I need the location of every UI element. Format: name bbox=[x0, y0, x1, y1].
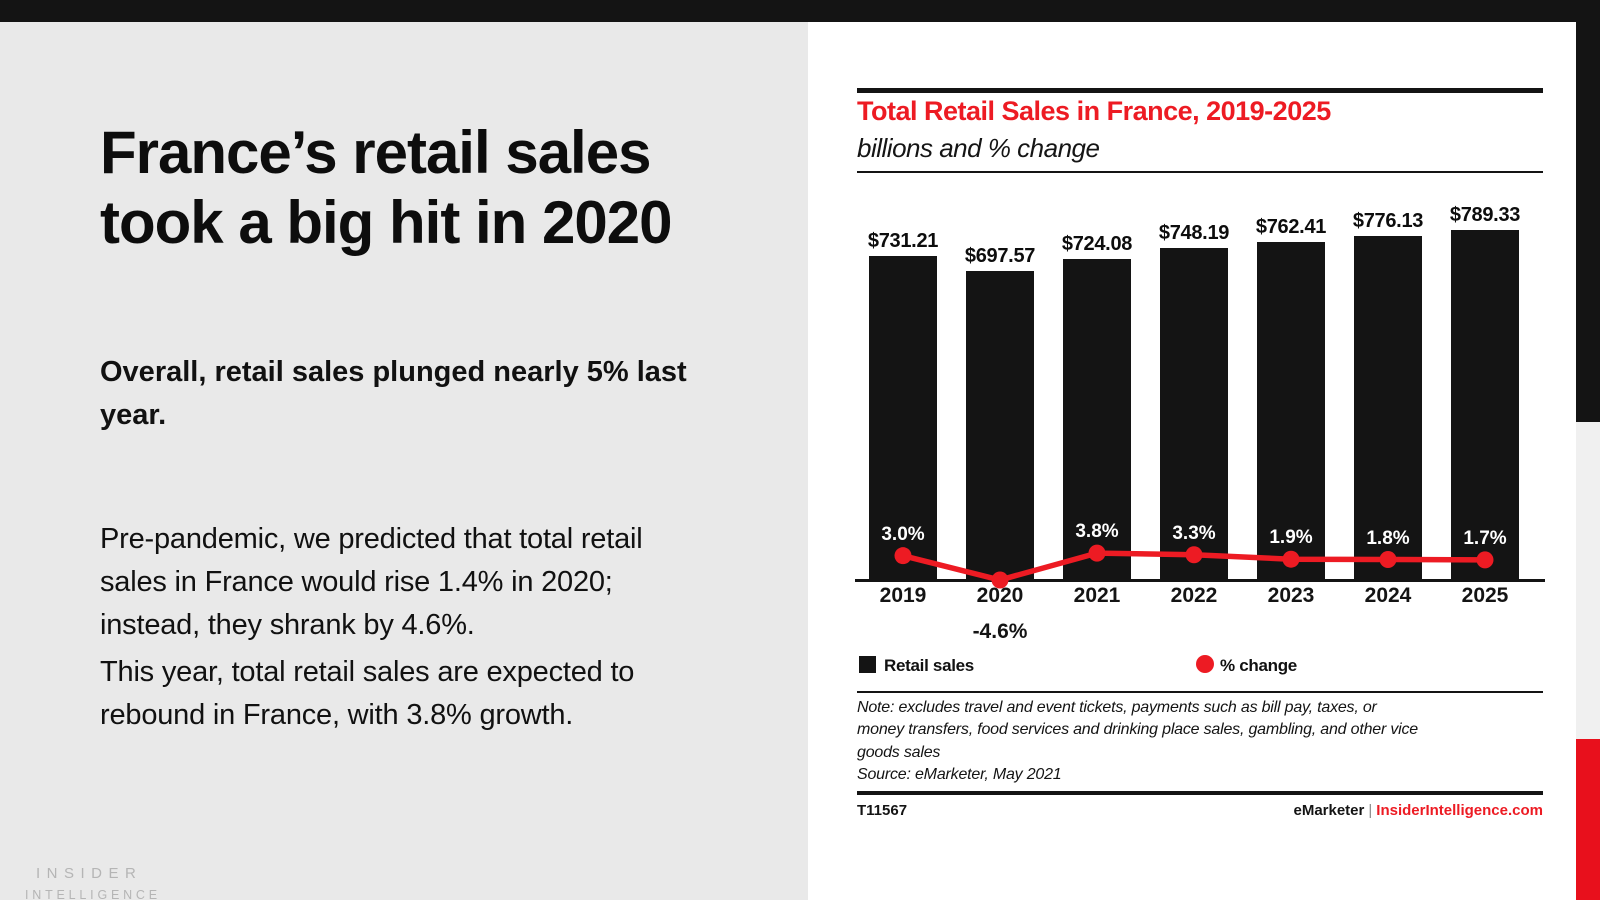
bar-2021 bbox=[1063, 259, 1131, 580]
year-label: 2021 bbox=[1073, 584, 1121, 607]
lead-paragraph: Overall, retail sales plunged nearly 5% … bbox=[100, 356, 687, 431]
chart-title: Total Retail Sales in France, 2019-2025 bbox=[857, 96, 1331, 126]
chart-header-rule bbox=[857, 171, 1543, 173]
chart-panel: Total Retail Sales in France, 2019-2025 … bbox=[808, 22, 1576, 900]
year-label: 2025 bbox=[1461, 584, 1509, 607]
note-rule bbox=[857, 691, 1543, 693]
left-pane: France’s retail sales took a big hit in … bbox=[0, 22, 808, 900]
year-label: 2024 bbox=[1364, 584, 1412, 607]
pct-label: 3.3% bbox=[1172, 522, 1216, 544]
pct-label: 1.7% bbox=[1463, 527, 1507, 549]
chart-bottom-rule bbox=[857, 791, 1543, 795]
year-label: 2022 bbox=[1170, 584, 1218, 607]
legend-retail-swatch bbox=[859, 656, 876, 673]
legend-change-dot bbox=[1196, 655, 1214, 673]
footer-site: InsiderIntelligence.com bbox=[1376, 802, 1543, 819]
year-label: 2023 bbox=[1267, 584, 1315, 607]
bar-value-label: $697.57 bbox=[964, 244, 1036, 267]
footer-credit: eMarketer | InsiderIntelligence.com bbox=[1293, 802, 1543, 819]
logo-line-1: INSIDER bbox=[36, 865, 143, 882]
bar-value-label: $762.41 bbox=[1255, 216, 1327, 239]
bar-2020 bbox=[966, 270, 1034, 580]
pct-label: 1.9% bbox=[1269, 527, 1313, 549]
bar-value-label: $731.21 bbox=[867, 229, 939, 252]
body-paragraph-2: This year, total retail sales are expect… bbox=[100, 656, 635, 731]
bar-2024 bbox=[1354, 236, 1422, 580]
chart-note: Note: excludes travel and event tickets,… bbox=[857, 699, 1418, 783]
chart-subtitle: billions and % change bbox=[857, 133, 1100, 163]
page-title: France’s retail sales took a big hit in … bbox=[100, 119, 672, 256]
bar-2022 bbox=[1160, 248, 1228, 580]
year-label: 2020 bbox=[976, 584, 1024, 607]
pct-label: 3.8% bbox=[1075, 521, 1119, 543]
bar-value-label: $776.13 bbox=[1352, 210, 1424, 233]
chart-id: T11567 bbox=[857, 802, 908, 819]
right-strip-black bbox=[1576, 0, 1600, 422]
bar-value-label: $724.08 bbox=[1061, 233, 1133, 256]
right-strip-red bbox=[1576, 739, 1600, 900]
bar-value-label: $748.19 bbox=[1158, 222, 1230, 245]
chart-top-rule bbox=[857, 88, 1543, 93]
plot-area: $731.21 2019 3.0% $697.57 2020 -4.6% $724.08 20… bbox=[808, 22, 1576, 900]
logo-line-2: INTELLIGENCE bbox=[25, 888, 161, 900]
year-label: 2019 bbox=[879, 584, 927, 607]
footer-divider: | bbox=[1368, 802, 1373, 819]
bar-value-label: $789.33 bbox=[1449, 204, 1521, 227]
bar-2019 bbox=[869, 255, 937, 580]
bar-2025 bbox=[1451, 230, 1519, 580]
body-paragraph-1: Pre-pandemic, we predicted that total re… bbox=[100, 523, 643, 641]
insider-intelligence-logo: INSIDER INTELLIGENCE bbox=[25, 865, 161, 900]
pct-label: 3.0% bbox=[881, 523, 925, 545]
pct-label: 1.8% bbox=[1366, 527, 1410, 549]
legend-retail-label: Retail sales bbox=[884, 656, 974, 675]
footer-brand: eMarketer bbox=[1293, 802, 1365, 819]
right-strip-gray bbox=[1576, 422, 1600, 739]
top-black-bar bbox=[0, 0, 1600, 22]
bar-2023 bbox=[1257, 242, 1325, 580]
legend-change-label: % change bbox=[1220, 656, 1297, 675]
pct-label-negative: -4.6% bbox=[972, 620, 1028, 643]
